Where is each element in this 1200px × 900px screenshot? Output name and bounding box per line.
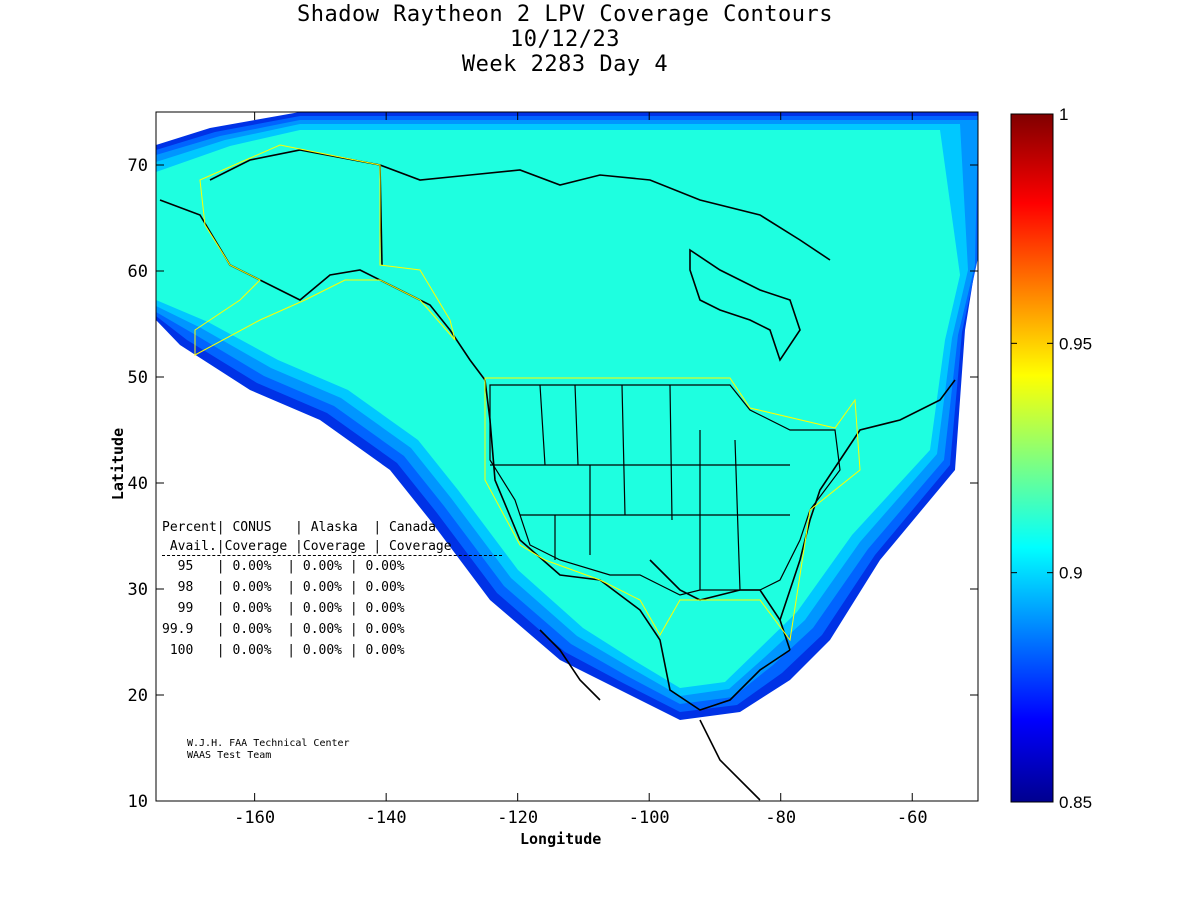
colorbar (1010, 113, 1054, 803)
y-tick-label: 30 (128, 580, 148, 600)
credit-line-2: WAAS Test Team (187, 750, 272, 761)
colorbar-tick-label: 0.85 (1059, 793, 1092, 812)
coverage-table-row: 100 | 0.00% | 0.00% | 0.00% (162, 643, 405, 658)
y-axis-ticks: 70 60 50 40 30 20 10 (128, 156, 978, 812)
x-axis-label: Longitude (520, 830, 602, 848)
coverage-table-row: 99 | 0.00% | 0.00% | 0.00% (162, 601, 405, 616)
coverage-table: Percent| CONUS | Alaska | Canada Avail.|… (162, 517, 502, 661)
title-line-3: Week 2283 Day 4 (461, 52, 669, 77)
y-tick-label: 50 (128, 368, 148, 388)
title-line-2: 10/12/23 (510, 27, 620, 52)
x-tick-label: -60 (897, 808, 928, 828)
x-tick-label: -140 (366, 808, 407, 828)
coverage-table-row: 99.9 | 0.00% | 0.00% | 0.00% (162, 622, 405, 637)
colorbar-tick-label: 1 (1059, 105, 1068, 124)
y-tick-label: 60 (128, 262, 148, 282)
title-line-1: Shadow Raytheon 2 LPV Coverage Contours (296, 2, 834, 27)
y-tick-label: 10 (128, 792, 148, 812)
y-tick-label: 40 (128, 474, 148, 494)
x-tick-label: -120 (497, 808, 538, 828)
colorbar-tick-label: 0.95 (1059, 334, 1092, 353)
coverage-table-header-1: Percent| CONUS | Alaska | Canada (162, 520, 436, 535)
credit-line-1: W.J.H. FAA Technical Center (187, 738, 350, 749)
coverage-table-header-2: Avail.|Coverage |Coverage | Coverage (162, 538, 502, 556)
x-tick-label: -160 (234, 808, 275, 828)
colorbar-tick-label: 0.9 (1059, 564, 1083, 583)
coverage-table-row: 98 | 0.00% | 0.00% | 0.00% (162, 580, 405, 595)
colorbar-ticks: 1 0.95 0.9 0.85 (1011, 105, 1092, 812)
coverage-table-row: 95 | 0.00% | 0.00% | 0.00% (162, 559, 405, 574)
y-tick-label: 20 (128, 686, 148, 706)
y-axis-label: Latitude (109, 427, 128, 501)
us-states-outline (489, 384, 841, 596)
x-axis-ticks: -160 -140 -120 -100 -80 -60 (234, 112, 928, 828)
y-tick-label: 70 (128, 156, 148, 176)
x-tick-label: -100 (629, 808, 670, 828)
plot-frame (155, 111, 979, 802)
x-tick-label: -80 (765, 808, 796, 828)
service-boundaries (194, 144, 861, 642)
coverage-core (156, 130, 960, 688)
